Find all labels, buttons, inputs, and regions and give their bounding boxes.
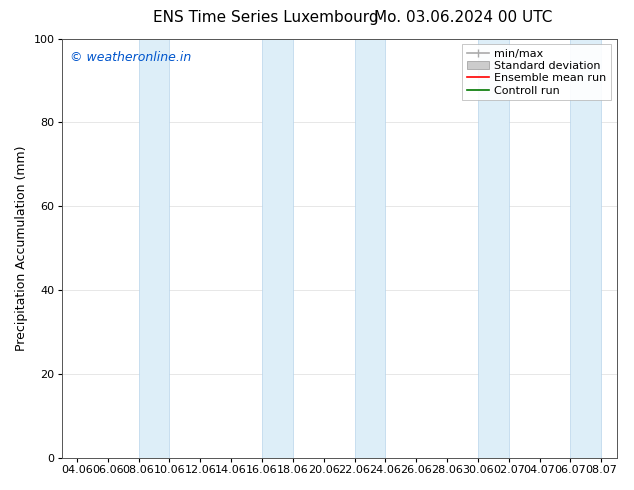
Bar <box>262 39 293 458</box>
Bar <box>571 39 601 458</box>
Y-axis label: Precipitation Accumulation (mm): Precipitation Accumulation (mm) <box>15 146 28 351</box>
Text: ENS Time Series Luxembourg: ENS Time Series Luxembourg <box>153 10 379 25</box>
Bar <box>354 39 385 458</box>
Bar <box>478 39 508 458</box>
Bar <box>139 39 169 458</box>
Legend: min/max, Standard deviation, Ensemble mean run, Controll run: min/max, Standard deviation, Ensemble me… <box>462 44 611 100</box>
Text: Mo. 03.06.2024 00 UTC: Mo. 03.06.2024 00 UTC <box>373 10 552 25</box>
Text: © weatheronline.in: © weatheronline.in <box>70 51 191 64</box>
